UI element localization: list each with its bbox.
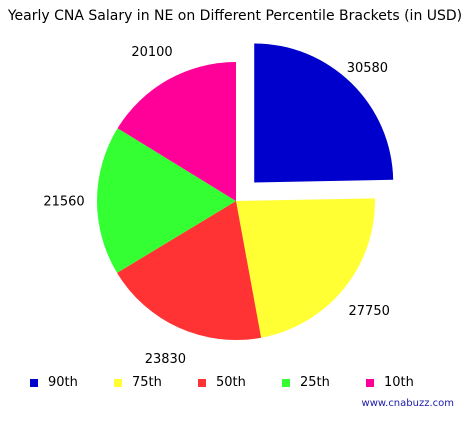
pie-slice-10th	[117, 62, 236, 201]
slice-value-label-75th: 27750	[349, 304, 390, 319]
source-credit: www.cnabuzz.com	[361, 398, 454, 409]
legend-label-10th: 10th	[384, 375, 414, 390]
chart-legend: 90th 75th 50th 25th 10th	[30, 375, 450, 390]
legend-swatch-50th	[198, 378, 206, 387]
legend-swatch-10th	[366, 378, 374, 387]
slice-value-label-25th: 21560	[43, 194, 84, 209]
legend-item-75th: 75th	[114, 375, 198, 390]
pie-slice-50th	[117, 201, 262, 341]
slice-value-label-10th: 20100	[131, 45, 172, 60]
slice-value-label-90th: 30580	[347, 61, 388, 76]
pie-slice-25th	[97, 128, 237, 273]
pie-slice-90th	[254, 43, 394, 183]
legend-label-50th: 50th	[216, 375, 246, 390]
legend-swatch-25th	[282, 378, 290, 387]
legend-item-10th: 10th	[366, 375, 450, 390]
slice-value-label-50th: 23830	[145, 352, 186, 367]
legend-label-75th: 75th	[132, 375, 162, 390]
legend-swatch-90th	[30, 378, 38, 387]
legend-item-25th: 25th	[282, 375, 366, 390]
legend-swatch-75th	[114, 378, 122, 387]
legend-item-50th: 50th	[198, 375, 282, 390]
pie-slice-75th	[236, 198, 375, 338]
legend-label-90th: 90th	[48, 375, 78, 390]
legend-item-90th: 90th	[30, 375, 114, 390]
legend-label-25th: 25th	[300, 375, 330, 390]
chart-title: Yearly CNA Salary in NE on Different Per…	[7, 8, 463, 24]
